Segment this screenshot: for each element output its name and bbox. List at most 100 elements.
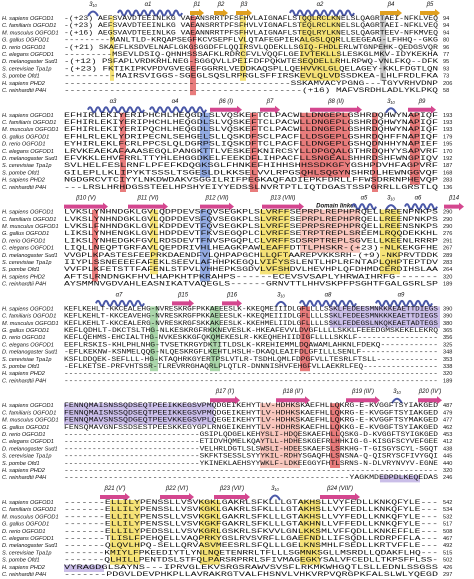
structure-label: β15 xyxy=(177,292,189,298)
structure-label: β3 xyxy=(240,2,248,8)
species-name: H. sapiens OGFOD1 xyxy=(2,403,54,409)
residue-number: 193 xyxy=(443,127,452,133)
structure-label: β24 (VIII') xyxy=(326,486,353,492)
sequence: KEFLKEHLT-KKCEAVEHG-NVRESKRGFPKKAEEESLK-… xyxy=(64,313,438,320)
sequence: -----------------------------YKINEKLAEHS… xyxy=(64,460,438,467)
sequence: ---------MSEVLDSIQ-QHNHSSSAFKLRDRCFVLVQQ… xyxy=(64,51,438,58)
sequence: FENSQMAVGNFSSDSESTPEESKKEGYGPLRNGEIKEHYT… xyxy=(64,424,438,431)
species-name: S. cerevisiae Tpa1p xyxy=(2,454,51,460)
residue-number: 320 xyxy=(443,468,452,474)
structure-label: β12 (VII) xyxy=(204,196,228,202)
sequence: ---------MAIRSVIGGS-SGEGLSQSLRPRGLSFFIRS… xyxy=(64,73,438,80)
residue-shading xyxy=(260,403,300,468)
residue-shading xyxy=(300,306,310,372)
species-name: D. melanogaster Sud1 xyxy=(2,446,58,452)
residue-shading xyxy=(110,500,140,565)
residue-shading xyxy=(300,209,360,253)
sequence: EFVKKLEHVFRRLTTYHLEHGGDKELFEEKDFLIHPACFL… xyxy=(64,155,438,162)
alpha-helix-wave xyxy=(375,299,433,307)
helix-310-arc xyxy=(391,397,403,404)
species-name: G. gallus OGFOD1 xyxy=(2,522,49,528)
residue-number: 80 xyxy=(443,38,449,44)
structure-label: α1 xyxy=(145,2,152,8)
species-name: D. melanogaster Sud1 xyxy=(2,156,58,162)
residue-shading xyxy=(200,112,210,178)
structure-label: 3₁₀ xyxy=(387,99,395,105)
sequence: -------TLISLFPEHQELLVAQPRKYGSLRVSVRFLLGA… xyxy=(64,535,438,542)
residue-number: 192 xyxy=(443,156,452,162)
structure-label: 3₁₀ xyxy=(393,389,401,395)
sequence: ---LRSLHRHDGSSTEELHPSHYEIYYEDSSLNVRTPTLI… xyxy=(64,184,438,191)
residue-number: 487 xyxy=(443,403,452,409)
structure-label: β16 xyxy=(226,292,238,298)
residue-shading xyxy=(64,403,214,425)
alpha-helix-wave xyxy=(289,9,355,17)
residue-shading xyxy=(380,16,386,81)
sequence: LVKSLFNHNDGKLGVLKDPDEVTFQVSEGKPLSLVRFFSE… xyxy=(64,223,438,230)
residue-number: 283 xyxy=(443,260,452,266)
sequence: SVLHELFESLRNFLPFEFKDQGKSGLFHNKEFHIHHSHHS… xyxy=(64,162,438,169)
species-name: M. musculus OGFOD1 xyxy=(2,418,59,424)
species-name: H. sapiens PHD2 xyxy=(2,178,46,184)
sequence: -----------------------------VELHRLDGTLS… xyxy=(64,445,438,452)
residue-shading xyxy=(330,306,440,328)
alpha-helix-wave xyxy=(117,9,183,17)
sequence: -(+16) AEGSVAVDTEEINLKG VAEANNRRTPFSFHVL… xyxy=(64,29,438,36)
residue-number: 477 xyxy=(443,418,452,424)
species-name: C. elegans OGFOD1 xyxy=(2,52,54,58)
species-name: S. cerevisiae Tpa1p xyxy=(2,260,51,266)
residue-number: 96 xyxy=(443,45,449,51)
beta-strand-arrow xyxy=(276,396,310,405)
species-name: M. musculus OGFOD1 xyxy=(2,514,59,520)
residue-number: 94 xyxy=(443,23,449,29)
sequence: FENNQMAVSNSSQDGEQTPEEVKKEGSVPLQEGEIKEHYT… xyxy=(64,417,438,424)
structure-label: β14 xyxy=(448,196,460,202)
species-name: D. rerio OGFOD1 xyxy=(2,142,46,148)
residue-number: 515 xyxy=(443,550,452,556)
residue-shading xyxy=(410,112,420,185)
structure-label: β7 xyxy=(266,99,274,105)
species-name: M. musculus OGFOD1 xyxy=(2,30,59,36)
sequence: KEFLKEHLT-KKCEALERG-NVRESKRGFSKKAKEESLK-… xyxy=(64,320,438,327)
species-name: H. sapiens OGFOD1 xyxy=(2,210,54,216)
structure-label: Domain linker xyxy=(316,204,356,210)
structure-label: α3 xyxy=(110,99,117,105)
beta-strand-arrow xyxy=(408,105,436,114)
residue-number: 365 xyxy=(443,328,452,334)
residue-shading xyxy=(300,16,340,81)
structure-label: β20 (IV') xyxy=(418,389,442,395)
species-name: C. familiaris OGFOD1 xyxy=(2,410,56,416)
residue-shading xyxy=(380,209,400,275)
species-name: C. familiaris OGFOD1 xyxy=(2,507,56,513)
residue-number: 492 xyxy=(443,543,452,549)
sequence: LIKSLYNHENGKLGVLHDPDEVTFKVSEGQPLCLVRFFSE… xyxy=(64,230,438,237)
species-name: D. melanogaster Sud1 xyxy=(2,253,58,259)
residue-number: 94 xyxy=(443,30,449,36)
sequence: ----------------------------------------… xyxy=(64,377,438,384)
residue-shading xyxy=(190,16,196,96)
residue-number: 276 xyxy=(443,231,452,237)
residue-number: 193 xyxy=(443,120,452,126)
structure-label: β8 (II) xyxy=(327,99,344,105)
structure-label: β19 (III') xyxy=(351,389,374,395)
residue-shading xyxy=(150,209,158,275)
sequence: -------ELLILYPENSSLLVSVKGKLGAKRLSFKLLLGT… xyxy=(64,513,438,520)
species-name: D. melanogaster Sud1 xyxy=(2,59,58,65)
residue-number: 356 xyxy=(443,335,452,341)
alpha-helix-wave xyxy=(149,106,207,114)
species-name: S. pombe Ofd1 xyxy=(2,558,40,564)
sequence: -------ELLILYPEDSSLLVSVKGRLGSKRLSFKVVLGN… xyxy=(64,528,438,535)
alpha-helix-wave xyxy=(299,299,357,307)
alpha-helix-wave xyxy=(404,203,438,211)
sequence: ----------------------------------------… xyxy=(64,87,438,94)
sequence: NGDGRCVTCIYYLNKDWDAKVSGGILRIFPEGKAQFADIE… xyxy=(64,177,438,184)
residue-number: 168 xyxy=(443,170,452,176)
structure-label: α5 xyxy=(361,196,368,202)
alignment-block: β10 (V) β11 (VI) β12 (VII) β13 (VIII) Domain… xyxy=(2,196,464,288)
sequence: KSFLDDQEK-SEFLLL-HG-KTAQHRKGYERTPSLVTLR-… xyxy=(64,356,438,363)
beta-strand-arrow xyxy=(214,493,250,501)
structure-label: β18 (II') xyxy=(282,389,303,395)
structure-label: α7 xyxy=(116,292,123,298)
sequence: AYSMMNVGDVAHLEASNIKATVAQEGLS------GRNVTT… xyxy=(64,281,438,288)
